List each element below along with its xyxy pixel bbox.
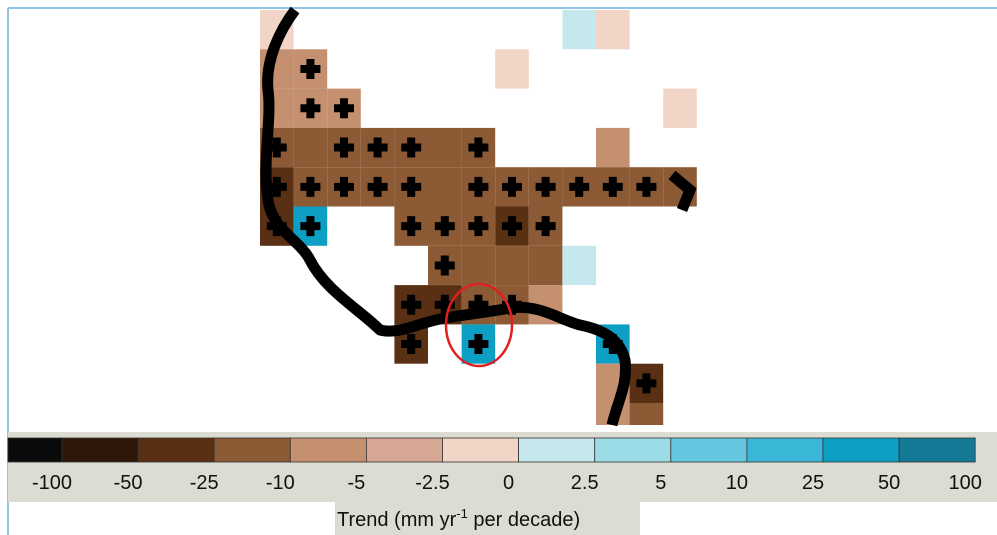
- colorbar-tick-label: 0: [503, 472, 514, 494]
- colorbar-segment: [137, 437, 215, 463]
- title-sup: -1: [456, 506, 468, 521]
- colorbar-segment: [442, 437, 519, 463]
- grid-cell: [428, 127, 462, 168]
- colorbar-title: Trend (mm yr-1 per decade): [337, 506, 580, 531]
- grid-cell: [596, 10, 630, 50]
- stipple-dot: [300, 216, 321, 237]
- stipple-dot: [468, 176, 489, 197]
- grid-cell: [428, 167, 462, 207]
- stipple-dot: [300, 176, 321, 197]
- colorbar-segment: [746, 437, 824, 463]
- grid-cell: [629, 403, 664, 425]
- grid-cell: [293, 127, 328, 168]
- colorbar-segment: [213, 437, 291, 463]
- stipple-dot: [434, 255, 455, 276]
- colorbar-segment: [822, 437, 900, 463]
- stipple-dot: [468, 334, 489, 355]
- stipple-dot: [468, 137, 489, 158]
- grid-cell: [562, 245, 596, 286]
- colorbar-tick-label: 100: [949, 472, 982, 494]
- coastline-fragment: [668, 170, 697, 213]
- grid-cell: [663, 88, 697, 128]
- colorbar-segment: [61, 437, 139, 463]
- colorbar-segment: [7, 437, 63, 463]
- grid-cell: [562, 10, 596, 50]
- stipple-dot: [636, 373, 657, 394]
- stipple-dot: [401, 294, 422, 315]
- stipple-dot: [636, 176, 657, 197]
- colorbar-segment: [518, 437, 596, 463]
- stipple-dot: [300, 58, 321, 79]
- stipple-dot: [535, 176, 556, 197]
- colorbar-tick-label: 10: [726, 472, 748, 494]
- stipple-dot: [502, 176, 522, 197]
- stipple-dot: [334, 98, 354, 119]
- stipple-dot: [468, 216, 489, 237]
- grid-cell: [528, 245, 563, 286]
- colorbar-segment: [289, 437, 367, 463]
- stipple-dot: [334, 137, 354, 158]
- colorbar-tick-label: -50: [114, 472, 143, 494]
- colorbar-segment: [594, 437, 672, 463]
- stipple-dot: [266, 137, 287, 158]
- colorbar-tick-label: -25: [190, 472, 219, 494]
- coastline: [260, 6, 632, 427]
- stipple-dot: [266, 176, 287, 197]
- stipple-dot: [300, 98, 321, 119]
- colorbar-tick-label: 50: [878, 472, 900, 494]
- colorbar-tick-label: 2.5: [571, 472, 599, 494]
- stipple-dot: [434, 294, 455, 315]
- grid-cell: [596, 127, 630, 168]
- stipple-dot: [401, 137, 422, 158]
- colorbar-tick-label: 5: [655, 472, 666, 494]
- colorbar-tick-label: -10: [266, 472, 295, 494]
- colorbar-segment: [365, 437, 443, 463]
- colorbar-segment: [670, 437, 748, 463]
- caption-box: [335, 502, 640, 535]
- title-rest: per decade): [468, 509, 580, 531]
- grid-cell: [495, 245, 529, 286]
- stipple-dot: [401, 176, 422, 197]
- grid-cell: [495, 49, 529, 89]
- stipple-dot: [367, 176, 388, 197]
- colorbar-tick-label: -100: [32, 472, 72, 494]
- stipple-dot: [434, 216, 455, 237]
- colorbar-tick-label: -2.5: [415, 472, 449, 494]
- title-text: Trend (mm yr: [337, 509, 457, 531]
- stipple-dot: [401, 334, 422, 355]
- stipple-dot: [367, 137, 388, 158]
- stipple-dot: [502, 216, 522, 237]
- colorbar-tick-label: 25: [802, 472, 824, 494]
- highlight-circle: [444, 282, 514, 368]
- stipple-dot: [602, 176, 623, 197]
- colorbar-segment: [898, 437, 976, 463]
- stipple-dot: [401, 216, 422, 237]
- stipple-dot: [334, 176, 354, 197]
- colorbar-tick-label: -5: [348, 472, 366, 494]
- stipple-dot: [468, 294, 489, 315]
- colorbar: -100 -50 -25 -10 -5 -2.5 0 2.5 5 10 25 50 100: [7, 437, 982, 494]
- stipple-dot: [569, 176, 590, 197]
- grid-cell: [461, 245, 496, 286]
- stipple-dot: [535, 216, 556, 237]
